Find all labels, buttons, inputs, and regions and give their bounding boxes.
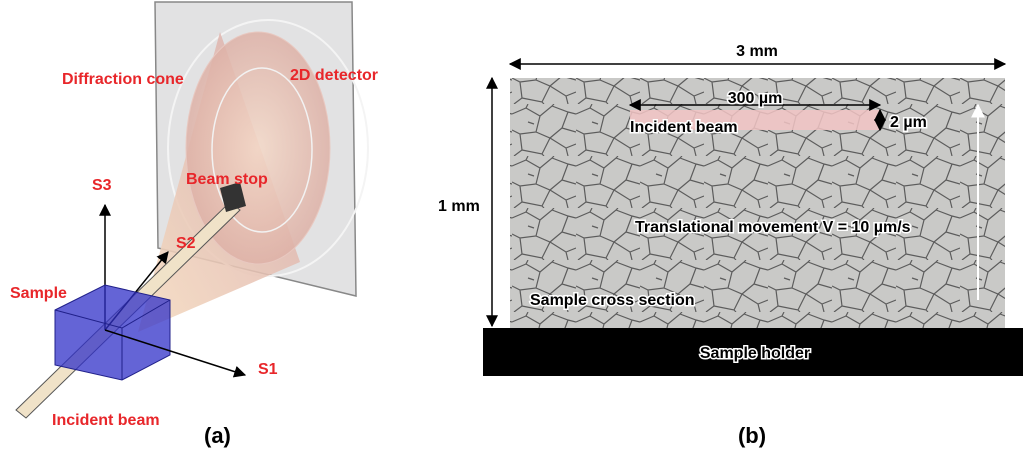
label: 300 µm	[728, 90, 783, 107]
cone-base	[185, 31, 331, 265]
label: 2 µm	[890, 114, 927, 131]
axis-s1	[104, 329, 247, 378]
beam-stop	[220, 182, 246, 212]
label: Incident beam	[630, 119, 738, 136]
label: 3 mm	[736, 43, 778, 60]
label: Incident beam	[52, 412, 160, 429]
panel-label: (b)	[738, 423, 766, 448]
sample-holder	[483, 328, 1023, 376]
label: S3	[92, 177, 112, 194]
label: Sample cross section	[530, 292, 695, 309]
label: Sample	[10, 285, 67, 302]
label: 1 mm	[438, 198, 480, 215]
beam-footprint	[630, 110, 880, 130]
label: S2	[176, 235, 196, 252]
label: Translational movement V = 10 µm/s	[635, 219, 911, 236]
label: Sample holder	[700, 345, 810, 362]
label: Diffraction cone	[62, 71, 184, 88]
label: 2D detector	[290, 67, 378, 84]
cone-ring	[211, 67, 313, 233]
label: S1	[258, 361, 278, 378]
label: Beam stop	[186, 171, 268, 188]
detector-ring	[167, 19, 369, 277]
panel-label: (a)	[204, 423, 231, 448]
